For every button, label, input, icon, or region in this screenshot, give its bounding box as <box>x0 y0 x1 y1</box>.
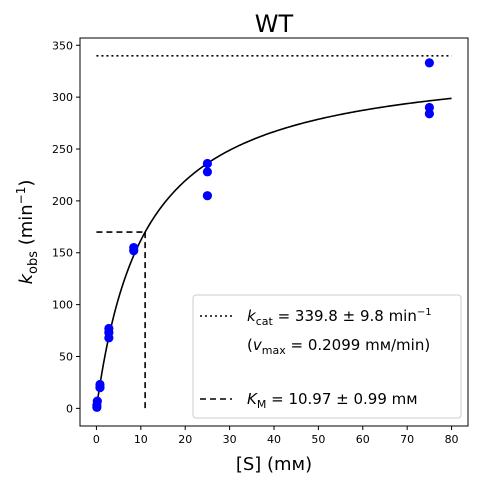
y-tick-label: 50 <box>59 350 73 363</box>
y-axis-label-unit: (min <box>16 204 37 251</box>
data-point <box>95 379 105 390</box>
x-tick-label: 50 <box>311 433 325 446</box>
michaelis-menten-fit-curve <box>95 97 452 409</box>
y-tick-label: 300 <box>52 91 73 104</box>
data-point <box>202 191 213 201</box>
y-axis-label-close: ) <box>16 180 37 187</box>
legend-kcat-label: kcat = 339.8 ± 9.8 min−1 <box>247 307 432 328</box>
y-axis-label: kobs (min−1) <box>14 180 41 285</box>
legend-km-k: K <box>247 390 258 408</box>
legend-vmax-sub: max <box>262 344 286 357</box>
y-tick-label: 100 <box>52 299 73 312</box>
y-tick-label: 250 <box>52 143 73 156</box>
legend-km-sub: M <box>257 398 267 411</box>
data-point <box>92 396 102 406</box>
y-tick-label: 150 <box>52 247 73 260</box>
legend-vmax-value: = 0.2099 mм/min) <box>286 336 430 354</box>
x-tick-label: 70 <box>400 433 414 446</box>
x-axis-ticks: 0 10 20 30 40 50 60 70 80 <box>93 426 459 446</box>
legend-km-label: KM = 10.97 ± 0.99 mм <box>247 390 418 411</box>
data-point <box>202 158 213 169</box>
legend-kcat-sub: cat <box>256 315 274 328</box>
x-tick-label: 60 <box>356 433 370 446</box>
y-axis-label-k: k <box>16 272 37 284</box>
x-tick-label: 10 <box>134 433 148 446</box>
legend-kcat-value: = 339.8 ± 9.8 min <box>273 307 417 325</box>
y-tick-label: 200 <box>52 195 73 208</box>
x-axis-label: [S] (mм) <box>236 454 312 475</box>
legend-box <box>192 294 462 419</box>
legend-kcat-k: k <box>247 307 257 325</box>
x-tick-label: 40 <box>267 433 281 446</box>
data-point <box>129 242 139 253</box>
data-point <box>424 58 434 68</box>
y-tick-label: 350 <box>52 39 73 52</box>
y-axis-label-sup: −1 <box>14 187 28 205</box>
legend-vmax-v: v <box>253 336 263 354</box>
y-tick-label: 0 <box>66 402 73 415</box>
legend: kcat = 339.8 ± 9.8 min−1 (vmax = 0.2099 … <box>192 294 462 419</box>
y-axis-label-sub: obs <box>26 251 41 274</box>
data-points <box>92 58 434 412</box>
legend-km-value: = 10.97 ± 0.99 mм <box>266 390 417 408</box>
legend-vmax-label: (vmax = 0.2099 mм/min) <box>247 336 430 357</box>
x-tick-label: 30 <box>223 433 237 446</box>
chart-title: WT <box>255 10 294 38</box>
data-point <box>104 323 114 334</box>
x-tick-label: 20 <box>178 433 192 446</box>
data-point <box>424 102 434 113</box>
data-point <box>202 167 213 177</box>
x-tick-label: 80 <box>445 433 459 446</box>
x-tick-label: 0 <box>93 433 100 446</box>
legend-kcat-sup: −1 <box>417 307 432 318</box>
y-axis-ticks: 0 50 100 150 200 250 300 350 <box>52 39 80 415</box>
legend-vmax-open: ( <box>247 336 253 354</box>
